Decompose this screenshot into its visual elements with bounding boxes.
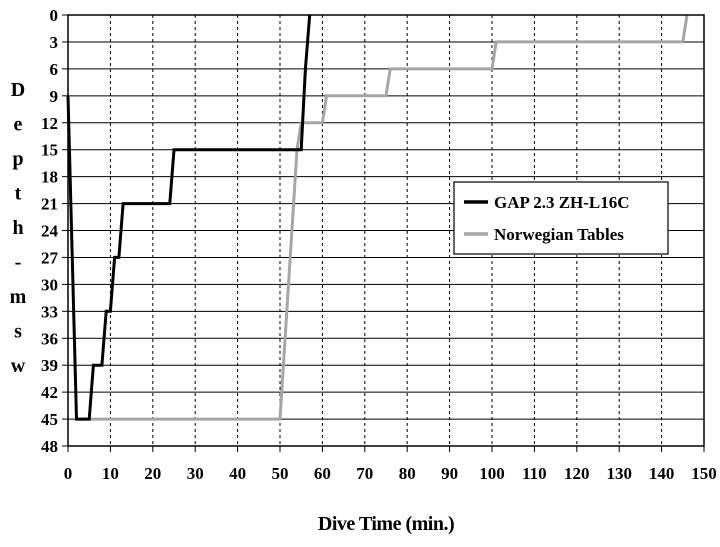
y-tick-label: 3 <box>50 33 59 52</box>
y-tick-label: 30 <box>41 275 58 294</box>
y-tick-label: 9 <box>50 87 59 106</box>
y-tick-label: 18 <box>41 168 58 187</box>
y-tick-label: 15 <box>41 141 58 160</box>
x-tick-label: 50 <box>272 464 289 483</box>
y-tick-label: 36 <box>41 329 58 348</box>
y-axis-title-char: e <box>14 114 23 136</box>
x-tick-label: 140 <box>649 464 675 483</box>
x-tick-label: 0 <box>64 464 73 483</box>
x-tick-label: 60 <box>314 464 331 483</box>
legend-box <box>453 181 669 255</box>
x-tick-label: 100 <box>479 464 505 483</box>
legend-label: GAP 2.3 ZH-L16C <box>494 193 630 212</box>
series-line <box>76 14 689 421</box>
y-axis-title-char: - <box>15 252 22 274</box>
legend: GAP 2.3 ZH-L16C Norwegian Tables <box>453 181 669 255</box>
x-tick-label: 130 <box>606 464 632 483</box>
x-tick-label: 30 <box>187 464 204 483</box>
y-tick-label: 0 <box>50 6 59 25</box>
y-axis-title-char: p <box>12 148 23 170</box>
x-tick-label: 90 <box>441 464 458 483</box>
x-tick-label: 70 <box>356 464 373 483</box>
series-line <box>66 14 312 421</box>
y-axis-title-char: w <box>11 355 26 377</box>
y-tick-label: 24 <box>41 222 59 241</box>
x-tick-label: 20 <box>144 464 161 483</box>
y-axis-title-char: h <box>12 217 23 239</box>
y-axis-title-char: D <box>11 79 25 101</box>
y-tick-label: 39 <box>41 356 58 375</box>
series-lines <box>66 14 689 421</box>
x-tick-label: 40 <box>229 464 246 483</box>
x-tick-label: 150 <box>691 464 717 483</box>
y-axis-title-char: t <box>15 183 22 205</box>
y-axis-title-char: m <box>10 286 27 308</box>
y-tick-label: 48 <box>41 437 58 456</box>
x-tick-label: 120 <box>564 464 590 483</box>
x-axis-ticks: 0 10 20 30 40 50 60 70 80 90 100 110 120 130 140 150 <box>64 446 717 483</box>
y-tick-label: 42 <box>41 383 58 402</box>
y-axis-title-char: s <box>14 321 22 343</box>
x-tick-label: 80 <box>399 464 416 483</box>
y-tick-label: 33 <box>41 302 58 321</box>
legend-label: Norwegian Tables <box>494 225 624 244</box>
y-tick-label: 6 <box>50 60 59 79</box>
x-axis-title: Dive Time (min.) <box>318 513 454 535</box>
y-tick-label: 27 <box>41 248 59 267</box>
x-tick-label: 10 <box>102 464 119 483</box>
y-tick-label: 21 <box>41 195 58 214</box>
y-tick-label: 45 <box>41 410 58 429</box>
y-tick-label: 12 <box>41 114 58 133</box>
x-tick-label: 110 <box>522 464 547 483</box>
